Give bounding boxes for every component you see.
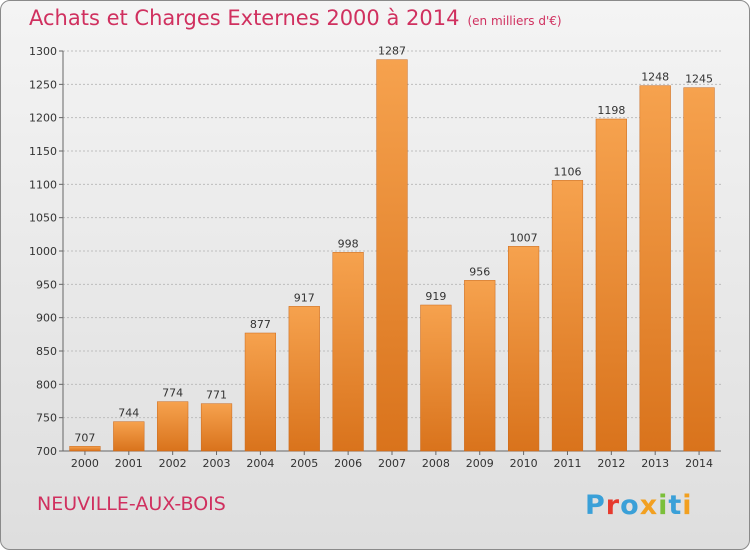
bar	[420, 304, 452, 452]
y-tick-label: 1200	[29, 112, 57, 125]
y-tick-label: 800	[36, 378, 57, 391]
bar	[376, 59, 408, 452]
bar	[244, 332, 277, 452]
axes: 700 750 800 850 900 950 1000 1050 1100 1150 1200 12…	[29, 45, 721, 470]
bar	[551, 180, 584, 452]
proxiti-logo: Proxiti	[585, 490, 693, 521]
value-label: 919	[425, 290, 446, 303]
chart-title-text: Achats et Charges Externes 2000 à 2014	[29, 6, 460, 30]
y-tick-label: 750	[36, 412, 57, 425]
y-tick-label: 950	[36, 278, 57, 291]
bar	[69, 446, 101, 452]
x-tick-label: 2009	[466, 457, 494, 470]
value-label: 917	[294, 291, 315, 304]
x-tick-label: 2001	[115, 457, 143, 470]
y-tick-label: 1100	[29, 178, 57, 191]
y-tick-label: 1000	[29, 245, 57, 258]
value-label: 1007	[510, 231, 538, 244]
y-tick-label: 1150	[29, 145, 57, 158]
x-tick-label: 2006	[334, 457, 362, 470]
y-tick-label: 1250	[29, 78, 57, 91]
bar	[507, 246, 540, 452]
y-tick-label: 700	[36, 445, 57, 458]
bar	[113, 421, 145, 452]
x-tick-label: 2013	[641, 457, 669, 470]
x-tick-label: 2000	[71, 457, 99, 470]
bar	[288, 306, 320, 452]
bars	[69, 59, 715, 452]
bar	[200, 403, 233, 452]
chart-title: Achats et Charges Externes 2000 à 2014 (e…	[29, 6, 562, 30]
x-tick-label: 2005	[290, 457, 318, 470]
y-tick-label: 900	[36, 312, 57, 325]
logo-letter: o	[620, 490, 640, 521]
y-tick-label: 1050	[29, 212, 57, 225]
value-label: 1287	[378, 45, 406, 58]
bar	[639, 85, 671, 452]
x-tick-label: 2010	[510, 457, 538, 470]
value-labels: 707 744 774 771 877 917 998 1287 919 956 1007 1106 1…	[74, 45, 713, 445]
x-tick-label: 2007	[378, 457, 406, 470]
value-label: 1245	[685, 73, 713, 86]
value-label: 1248	[641, 71, 669, 84]
logo-letter: t	[668, 490, 683, 521]
value-label: 877	[250, 318, 271, 331]
chart-subtitle: (en milliers d'€)	[467, 14, 562, 28]
x-tick-label: 2004	[246, 457, 274, 470]
x-tick-label: 2011	[553, 457, 581, 470]
bar	[464, 280, 496, 452]
logo-letter: i	[658, 490, 669, 521]
value-label: 1198	[597, 104, 625, 117]
logo-letter: x	[639, 490, 659, 521]
x-tick-label: 2014	[685, 457, 713, 470]
bar	[595, 118, 627, 452]
y-tick-label: 1300	[29, 45, 57, 58]
y-tick-label: 850	[36, 345, 57, 358]
value-label: 707	[74, 431, 95, 444]
x-tick-label: 2002	[159, 457, 187, 470]
x-tick-label: 2012	[597, 457, 625, 470]
logo-letter: i	[682, 490, 693, 521]
logo-letter: r	[605, 490, 621, 521]
value-label: 744	[118, 407, 139, 420]
bar	[157, 401, 189, 452]
bar	[332, 252, 364, 452]
value-label: 998	[338, 237, 359, 250]
value-label: 1106	[553, 165, 581, 178]
value-label: 774	[162, 387, 183, 400]
value-label: 771	[206, 389, 227, 402]
x-tick-label: 2008	[422, 457, 450, 470]
value-label: 956	[469, 265, 490, 278]
bar	[683, 87, 715, 452]
x-tick-label: 2003	[203, 457, 231, 470]
logo-letter: P	[585, 490, 606, 521]
location-label: NEUVILLE-AUX-BOIS	[37, 493, 226, 515]
